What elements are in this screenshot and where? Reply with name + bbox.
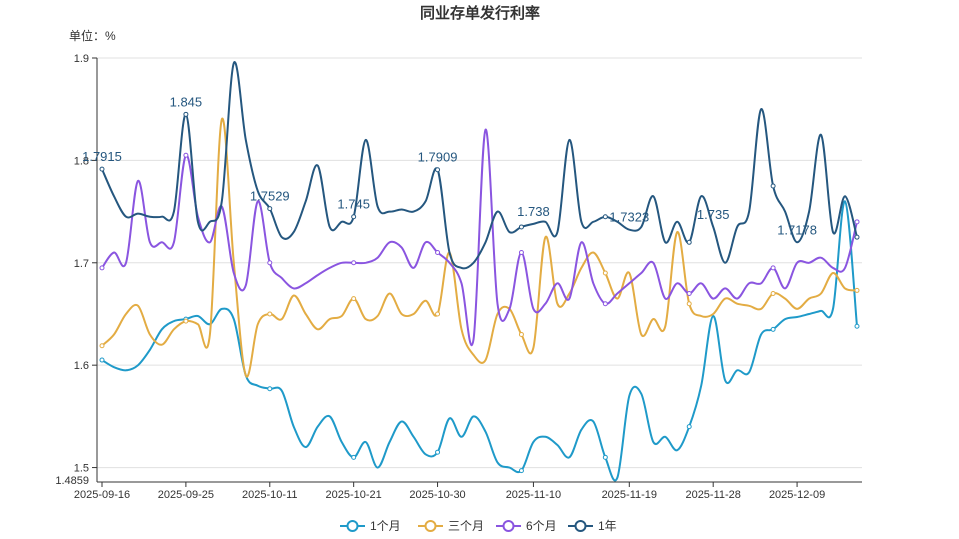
series-markers: [99, 111, 860, 474]
x-tick-label: 2025-11-19: [602, 489, 657, 501]
series-line-1-month: [101, 200, 858, 482]
data-point-6-month: [518, 250, 524, 256]
legend-marker: [424, 520, 437, 532]
legend-marker: [346, 520, 359, 532]
data-point-1-year: [770, 183, 776, 189]
y-tick-label: 1.9: [74, 53, 89, 65]
data-label: 1.735: [697, 207, 730, 222]
x-tick-label: 2025-10-11: [242, 489, 297, 501]
y-min-label: 1.4859: [55, 475, 89, 487]
data-point-1-month: [99, 357, 105, 363]
series-line-1-year: [101, 61, 858, 270]
data-point-1-year: [99, 166, 105, 172]
data-point-3-month: [435, 311, 441, 317]
series-line-6-month: [101, 128, 858, 347]
data-point-1-month: [770, 326, 776, 332]
data-point-1-month: [435, 449, 441, 455]
data-label: 1.745: [337, 197, 370, 212]
grid: [97, 57, 862, 469]
data-label: 1.7529: [250, 189, 290, 204]
data-point-1-year: [602, 214, 608, 220]
data-point-1-month: [351, 454, 357, 460]
data-point-6-month: [99, 265, 105, 271]
data-point-1-year: [351, 214, 357, 220]
data-point-3-month: [770, 290, 776, 296]
data-point-6-month: [602, 301, 608, 307]
x-tick-label: 2025-10-30: [409, 489, 465, 501]
data-point-3-month: [267, 311, 273, 317]
legend-item-3-month[interactable]: 三个月: [418, 519, 484, 533]
data-label: 1.845: [170, 94, 203, 109]
x-tick-label: 2025-10-21: [326, 489, 382, 501]
data-label: 1.7323: [609, 210, 649, 225]
data-point-6-month: [435, 250, 441, 256]
data-point-1-year: [267, 206, 273, 212]
legend-label: 三个月: [448, 519, 484, 533]
x-tick-label: 2025-11-10: [506, 489, 561, 501]
y-tick-label: 1.6: [74, 360, 89, 372]
data-point-3-month: [518, 331, 524, 337]
data-point-3-month: [183, 318, 189, 324]
data-point-3-month: [854, 287, 860, 293]
data-point-6-month: [854, 219, 860, 225]
x-tick-label: 2025-09-16: [74, 489, 130, 501]
data-point-3-month: [351, 296, 357, 302]
legend-item-1-month[interactable]: 1个月: [340, 519, 401, 533]
y-tick-label: 1.8: [74, 155, 89, 167]
legend-label: 6个月: [526, 519, 557, 533]
data-point-1-month: [518, 468, 524, 474]
x-tick-label: 2025-09-25: [158, 489, 214, 501]
legend-marker: [574, 520, 587, 532]
data-point-1-year: [183, 111, 189, 117]
y-tick-label: 1.5: [74, 463, 89, 475]
data-label: 1.738: [517, 204, 550, 219]
legend-label: 1年: [598, 519, 617, 533]
x-tick-label: 2025-12-09: [769, 489, 825, 501]
data-point-6-month: [183, 152, 189, 158]
data-point-3-month: [602, 270, 608, 276]
data-label: 1.7178: [777, 222, 817, 237]
series-line-3-month: [101, 117, 858, 378]
legend-label: 1个月: [370, 519, 401, 533]
data-point-6-month: [686, 290, 692, 296]
legend[interactable]: 1个月 三个月 6个月 1年: [340, 519, 617, 533]
y-tick-label: 1.7: [74, 258, 89, 270]
data-point-6-month: [770, 265, 776, 271]
data-point-1-year: [435, 167, 441, 173]
data-labels: 1.7915 1.845 1.7529 1.745 1.7909 1.738 1.7323 1…: [82, 94, 817, 237]
data-point-1-year: [686, 239, 692, 245]
data-point-1-month: [602, 454, 608, 460]
data-label: 1.7915: [82, 149, 122, 164]
data-point-6-month: [351, 260, 357, 266]
legend-marker: [502, 520, 515, 532]
series-lines: [101, 61, 858, 482]
unit-label: 单位：%: [69, 28, 116, 43]
data-point-6-month: [267, 260, 273, 266]
data-point-1-year: [518, 224, 524, 230]
data-point-1-month: [854, 323, 860, 329]
x-tick-label: 2025-11-28: [685, 489, 740, 501]
legend-item-1-year[interactable]: 1年: [568, 519, 617, 533]
data-point-3-month: [99, 343, 105, 349]
data-point-1-year: [854, 234, 860, 240]
data-point-1-month: [686, 424, 692, 430]
data-label: 1.7909: [418, 150, 458, 165]
chart-title: 同业存单发行利率: [420, 4, 540, 22]
legend-item-6-month[interactable]: 6个月: [496, 519, 557, 533]
axes: 1.5 1.6 1.7 1.8 1.9 1.4859 2025-09-16 2025-09-2…: [55, 53, 862, 501]
data-point-1-month: [267, 386, 273, 392]
data-point-3-month: [686, 301, 692, 307]
